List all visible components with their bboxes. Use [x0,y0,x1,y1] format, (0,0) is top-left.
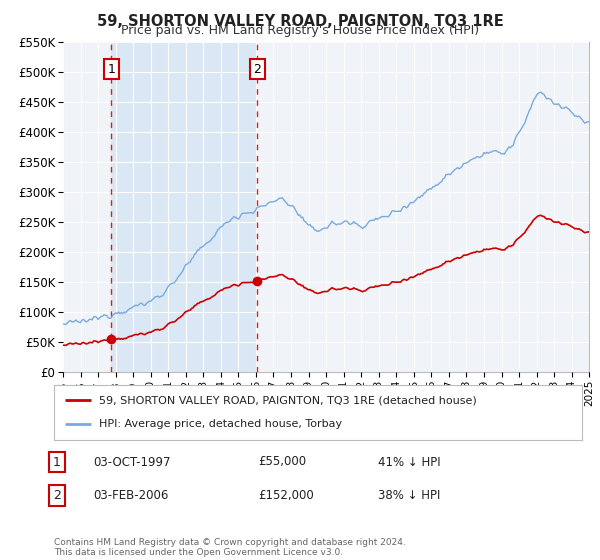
Text: HPI: Average price, detached house, Torbay: HPI: Average price, detached house, Torb… [99,419,342,429]
Text: 03-OCT-1997: 03-OCT-1997 [93,455,170,469]
Text: 03-FEB-2006: 03-FEB-2006 [93,489,169,502]
Text: Price paid vs. HM Land Registry's House Price Index (HPI): Price paid vs. HM Land Registry's House … [121,24,479,37]
Text: £152,000: £152,000 [258,489,314,502]
Text: £55,000: £55,000 [258,455,306,469]
Text: 38% ↓ HPI: 38% ↓ HPI [378,489,440,502]
Text: 2: 2 [253,63,261,76]
Text: 41% ↓ HPI: 41% ↓ HPI [378,455,440,469]
Text: Contains HM Land Registry data © Crown copyright and database right 2024.
This d: Contains HM Land Registry data © Crown c… [54,538,406,557]
Text: 1: 1 [53,455,61,469]
Text: 2: 2 [53,489,61,502]
Text: 59, SHORTON VALLEY ROAD, PAIGNTON, TQ3 1RE (detached house): 59, SHORTON VALLEY ROAD, PAIGNTON, TQ3 1… [99,395,476,405]
Bar [111,42,257,372]
Text: 1: 1 [107,63,115,76]
Text: 59, SHORTON VALLEY ROAD, PAIGNTON, TQ3 1RE: 59, SHORTON VALLEY ROAD, PAIGNTON, TQ3 1… [97,14,503,29]
